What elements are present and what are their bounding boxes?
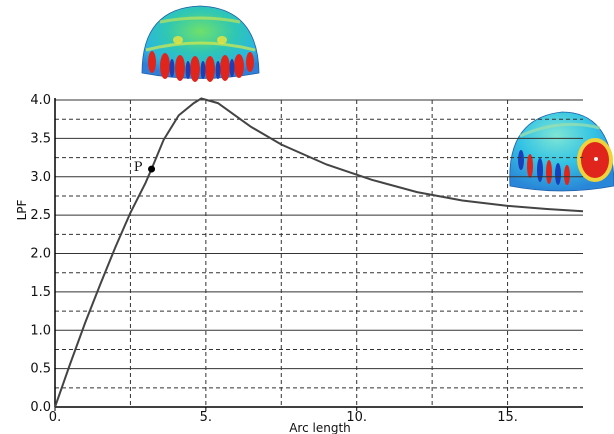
x-tick-label: 0. [49,410,61,425]
x-tick-label: 15. [497,410,518,425]
grid [55,99,583,407]
postbuckled-dome-thumbnail [509,111,614,192]
buckled-dome-thumbnail-peak [141,5,260,82]
axes [54,98,583,411]
lpf-curve [54,97,584,408]
x-tick-label: 5. [200,410,212,425]
y-axis-label: LPF [15,199,29,220]
y-tick-label: 4.0 [30,93,51,108]
y-tick-label: 3.5 [30,131,51,146]
tick-labels: 0. 5. 10. 15. 0.0 0.5 1.0 1.5 2.0 2.5 3.0 3.5 4.0 [30,93,518,425]
data-points [54,97,584,408]
y-tick-label: 1.0 [30,323,51,338]
annotations: P [134,160,156,175]
x-axis-label: Arc length [289,421,351,434]
annotation-point-marker [148,165,156,173]
y-tick-label: 2.0 [30,247,51,262]
y-tick-label: 3.0 [30,170,51,185]
y-tick-label: 0.5 [30,362,51,377]
y-tick-label: 2.5 [30,208,51,223]
y-tick-label: 1.5 [30,285,51,300]
annotation-point-label: P [134,160,143,175]
y-tick-label: 0.0 [30,400,51,415]
x-tick-label: 10. [346,410,367,425]
